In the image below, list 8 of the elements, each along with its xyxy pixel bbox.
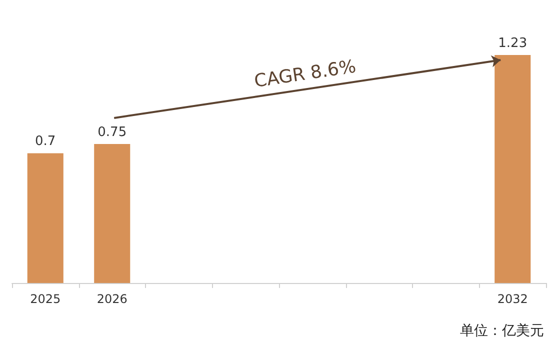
data-label: 0.7 [35, 134, 56, 150]
data-label: 1.23 [498, 36, 528, 51]
data-label: 0.75 [98, 124, 127, 140]
x-tick-label: 2026 [96, 292, 128, 306]
text: 单位：亿美元 [460, 323, 544, 339]
x-tick-label: 2032 [497, 292, 528, 306]
x-tick-label: 2025 [30, 292, 61, 306]
annotation: CAGR 8.6% [252, 56, 358, 92]
